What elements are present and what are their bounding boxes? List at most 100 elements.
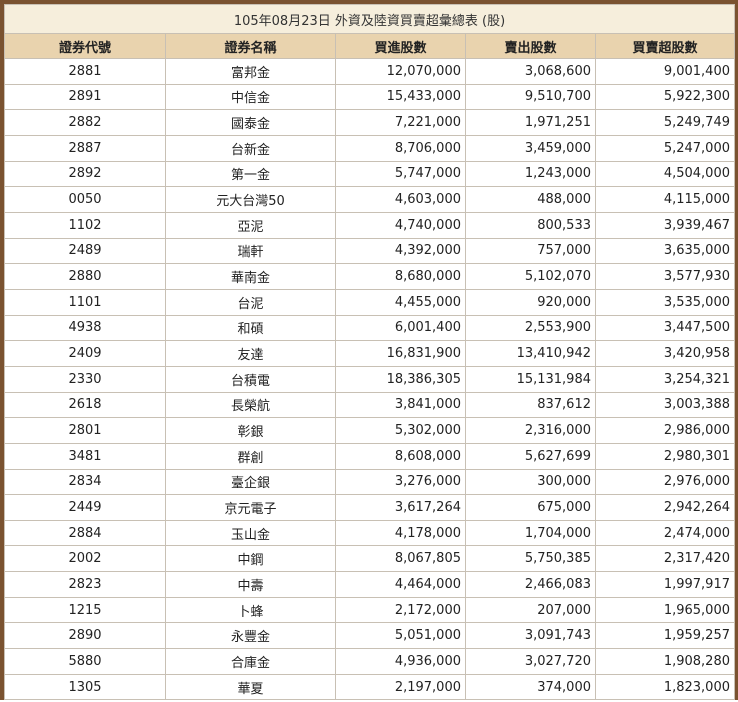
column-header: 證券代號 (4, 33, 166, 59)
table-cell: 1101 (4, 288, 166, 316)
table-cell: 瑞軒 (165, 237, 336, 265)
table-cell: 2618 (4, 391, 166, 419)
table-row: 2489 瑞軒 4,392,000 757,000 3,635,000 (4, 237, 735, 265)
table-cell: 3,635,000 (595, 237, 735, 265)
table-cell: 15,433,000 (335, 83, 466, 111)
table-row: 2884 玉山金 4,178,000 1,704,000 2,474,000 (4, 519, 735, 547)
table-cell: 3,841,000 (335, 391, 466, 419)
table-cell: 和碩 (165, 314, 336, 342)
table-cell: 374,000 (465, 673, 596, 701)
table-cell: 中信金 (165, 83, 336, 111)
table-cell: 2,466,083 (465, 571, 596, 598)
table-cell: 2,980,301 (595, 442, 735, 470)
table-cell: 彰銀 (165, 417, 336, 444)
table-cell: 2892 (4, 160, 166, 188)
table-cell: 2834 (4, 468, 166, 496)
column-header: 買進股數 (335, 33, 466, 59)
table-row: 2823 中壽 4,464,000 2,466,083 1,997,917 (4, 571, 735, 598)
table-row: 2409 友達 16,831,900 13,410,942 3,420,958 (4, 340, 735, 367)
table-row: 2892 第一金 5,747,000 1,243,000 4,504,000 (4, 160, 735, 188)
table-cell: 16,831,900 (335, 340, 466, 367)
table-cell: 3,420,958 (595, 340, 735, 367)
table-cell: 2,976,000 (595, 468, 735, 496)
table-cell: 4,936,000 (335, 648, 466, 675)
table-row: 2881 富邦金 12,070,000 3,068,600 9,001,400 (4, 58, 735, 85)
table-cell: 友達 (165, 340, 336, 367)
table-row: 2618 長榮航 3,841,000 837,612 3,003,388 (4, 391, 735, 419)
table-cell: 2882 (4, 109, 166, 136)
table-cell: 2409 (4, 340, 166, 367)
table-cell: 8,680,000 (335, 263, 466, 290)
table-cell: 6,001,400 (335, 314, 466, 342)
table-cell: 12,070,000 (335, 58, 466, 85)
table-cell: 5,247,000 (595, 134, 735, 162)
table-cell: 9,001,400 (595, 58, 735, 85)
table-row: 2880 華南金 8,680,000 5,102,070 3,577,930 (4, 263, 735, 290)
table-row: 2330 台積電 18,386,305 15,131,984 3,254,321 (4, 365, 735, 393)
table-cell: 4,740,000 (335, 211, 466, 239)
table-cell: 5,051,000 (335, 622, 466, 650)
table-body: 2881 富邦金 12,070,000 3,068,600 9,001,400 2891 中… (4, 58, 735, 701)
table-cell: 5,747,000 (335, 160, 466, 188)
table-cell: 亞泥 (165, 211, 336, 239)
table-cell: 300,000 (465, 468, 596, 496)
table-cell: 920,000 (465, 288, 596, 316)
table-cell: 2,172,000 (335, 596, 466, 624)
table-cell: 中壽 (165, 571, 336, 598)
table-cell: 2330 (4, 365, 166, 393)
table-cell: 4,464,000 (335, 571, 466, 598)
table-cell: 13,410,942 (465, 340, 596, 367)
table-cell: 3,276,000 (335, 468, 466, 496)
table-cell: 華夏 (165, 673, 336, 701)
table-cell: 京元電子 (165, 494, 336, 521)
table-cell: 4,178,000 (335, 519, 466, 547)
table-row: 2891 中信金 15,433,000 9,510,700 5,922,300 (4, 83, 735, 111)
table-cell: 8,067,805 (335, 545, 466, 573)
table-cell: 7,221,000 (335, 109, 466, 136)
table-cell: 國泰金 (165, 109, 336, 136)
table-row: 2882 國泰金 7,221,000 1,971,251 5,249,749 (4, 109, 735, 136)
table-row: 0050 元大台灣50 4,603,000 488,000 4,115,000 (4, 186, 735, 213)
table-cell: 3,254,321 (595, 365, 735, 393)
table-cell: 800,533 (465, 211, 596, 239)
table-row: 2449 京元電子 3,617,264 675,000 2,942,264 (4, 494, 735, 521)
table-title: 105年08月23日 外資及陸資買賣超彙總表 (股) (4, 4, 735, 34)
table-cell: 2,316,000 (465, 417, 596, 444)
table-cell: 長榮航 (165, 391, 336, 419)
table-cell: 臺企銀 (165, 468, 336, 496)
table-cell: 2801 (4, 417, 166, 444)
table-cell: 3,447,500 (595, 314, 735, 342)
table-cell: 2880 (4, 263, 166, 290)
table-cell: 2887 (4, 134, 166, 162)
table-cell: 2823 (4, 571, 166, 598)
table-cell: 2,553,900 (465, 314, 596, 342)
table-row: 3481 群創 8,608,000 5,627,699 2,980,301 (4, 442, 735, 470)
table-cell: 9,510,700 (465, 83, 596, 111)
table-cell: 1,997,917 (595, 571, 735, 598)
table-cell: 3481 (4, 442, 166, 470)
table-cell: 台泥 (165, 288, 336, 316)
column-header: 買賣超股數 (595, 33, 735, 59)
table-cell: 5,750,385 (465, 545, 596, 573)
table-cell: 3,577,930 (595, 263, 735, 290)
table-row: 2887 台新金 8,706,000 3,459,000 5,247,000 (4, 134, 735, 162)
table-row: 2890 永豐金 5,051,000 3,091,743 1,959,257 (4, 622, 735, 650)
table-cell: 4,455,000 (335, 288, 466, 316)
table-cell: 群創 (165, 442, 336, 470)
table-cell: 2,317,420 (595, 545, 735, 573)
table-cell: 2449 (4, 494, 166, 521)
table-cell: 488,000 (465, 186, 596, 213)
table-cell: 2002 (4, 545, 166, 573)
table-cell: 3,939,467 (595, 211, 735, 239)
table-cell: 2890 (4, 622, 166, 650)
table-row: 2002 中鋼 8,067,805 5,750,385 2,317,420 (4, 545, 735, 573)
table-cell: 8,608,000 (335, 442, 466, 470)
table-cell: 3,535,000 (595, 288, 735, 316)
table-cell: 757,000 (465, 237, 596, 265)
table-cell: 富邦金 (165, 58, 336, 85)
table-cell: 1,704,000 (465, 519, 596, 547)
table-row: 4938 和碩 6,001,400 2,553,900 3,447,500 (4, 314, 735, 342)
table-cell: 4938 (4, 314, 166, 342)
table-cell: 4,504,000 (595, 160, 735, 188)
